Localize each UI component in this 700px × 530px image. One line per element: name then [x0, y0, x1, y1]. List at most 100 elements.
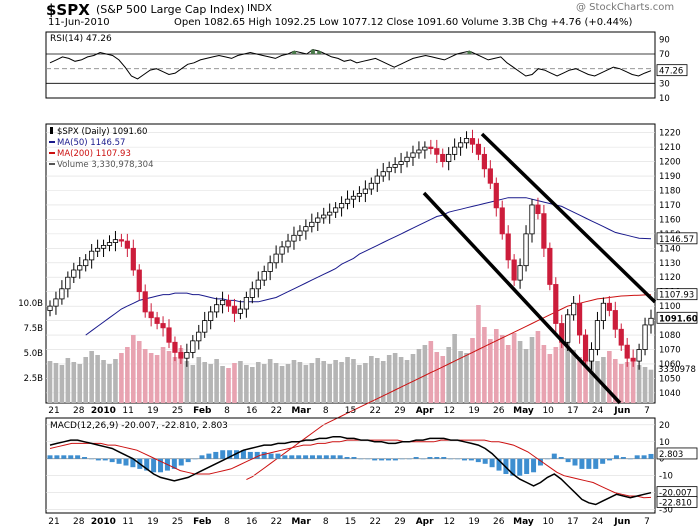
volume-bar — [267, 359, 273, 403]
candle-body — [523, 233, 529, 267]
price-x-tick-label: 8 — [323, 406, 329, 416]
macd-histogram-bar — [441, 457, 447, 459]
volume-bar — [612, 359, 618, 403]
candle-body — [452, 146, 458, 155]
volume-bar — [101, 360, 106, 403]
macd-histogram-bar — [240, 450, 246, 459]
price-tick-label: 1070 — [659, 346, 681, 356]
candle-body — [100, 245, 107, 249]
candle-body — [535, 204, 541, 215]
macd-x-tick-label: 11 — [122, 517, 133, 527]
candle-body — [327, 211, 333, 216]
candle-body — [202, 320, 208, 333]
volume-bar — [505, 345, 511, 403]
price-tick-label: 1180 — [659, 186, 681, 196]
volume-tick-label: 10.0B — [18, 299, 43, 309]
ma200-value-label: 1107.93 — [659, 291, 694, 301]
volume-bar — [202, 362, 208, 403]
price-tick-label: 1060 — [659, 360, 681, 370]
macd-histogram-bar — [296, 455, 302, 459]
volume-tick-label: 5.0B — [24, 349, 44, 359]
volume-bar — [392, 353, 398, 403]
macd-histogram-bar — [75, 455, 81, 459]
volume-bar — [351, 359, 356, 403]
macd-histogram-bar — [551, 453, 557, 459]
candle-body — [475, 143, 482, 155]
candle-body — [112, 239, 119, 243]
price-tick-label: 1100 — [659, 302, 681, 312]
macd-histogram-bar — [593, 458, 599, 469]
candle-body — [255, 279, 261, 290]
candle-body — [47, 305, 53, 311]
close-value-label-box — [656, 311, 698, 324]
ma200-value-label-box — [656, 288, 698, 301]
rsi-line — [49, 49, 652, 80]
macd-x-tick-label: Jun — [613, 517, 630, 527]
macd-x-tick-label: May — [513, 517, 534, 527]
volume-bar — [363, 363, 368, 403]
volume-bar — [541, 345, 547, 403]
candle-body — [362, 188, 368, 194]
macd-histogram-bar — [406, 458, 412, 460]
macd-tick-label: -30 — [659, 506, 673, 516]
candle-body — [594, 320, 601, 350]
candle-body — [422, 146, 428, 151]
macd-x-tick-label: 12 — [444, 517, 455, 527]
volume-bar — [113, 359, 118, 403]
volume-bar — [369, 356, 374, 403]
volume-bar — [452, 334, 457, 403]
candle-body — [374, 175, 380, 184]
candle-body — [136, 269, 142, 293]
macd-histogram-bar — [475, 458, 481, 463]
price-x-tick-label: 22 — [271, 406, 282, 416]
volume-bar — [232, 363, 237, 403]
candle-body — [273, 253, 279, 264]
macd-histogram-bar — [489, 458, 495, 468]
candle-body — [547, 247, 553, 285]
candle-body — [499, 207, 505, 235]
volume-bar — [77, 364, 83, 403]
legend-item: MA(50) 1146.57 — [57, 138, 125, 148]
candle-body — [517, 265, 523, 281]
macd-x-tick-label: 19 — [147, 517, 159, 527]
volume-bar — [618, 364, 624, 403]
macd-line — [49, 435, 652, 506]
volume-bar — [380, 361, 386, 403]
candle-body — [237, 308, 244, 314]
candle-body — [208, 311, 214, 322]
rsi-tick-label: 70 — [659, 50, 670, 60]
volume-bar — [136, 341, 142, 403]
candle-body — [481, 153, 487, 170]
macd-histogram-bar — [572, 458, 578, 466]
macd-histogram-bar — [558, 457, 564, 459]
volume-bar — [238, 361, 243, 403]
candle-body — [636, 349, 642, 362]
candle-body — [166, 327, 172, 343]
price-x-tick-label: 8 — [224, 406, 230, 416]
price-x-tick-label: 29 — [394, 406, 406, 416]
price-tick-label: 1220 — [659, 129, 681, 139]
candle-body — [178, 352, 184, 359]
price-x-tick-label: Mar — [291, 406, 311, 416]
volume-bar — [565, 333, 570, 403]
macd-histogram-bar — [427, 457, 433, 459]
volume-bar — [47, 361, 53, 403]
macd-histogram-bar — [434, 457, 440, 459]
volume-bar — [559, 342, 565, 403]
volume-bar — [226, 368, 231, 403]
volume-bar — [89, 351, 94, 403]
macd-histogram-bar — [227, 450, 233, 459]
candle-body — [291, 234, 297, 242]
candle-body — [469, 138, 476, 145]
macd-histogram-bar — [330, 455, 336, 459]
candle-body — [511, 259, 517, 281]
macd-histogram-bar — [531, 458, 537, 473]
macd-histogram-bar — [586, 458, 592, 469]
volume-bar — [446, 347, 451, 403]
macd-histogram-bar — [213, 451, 219, 459]
volume-bar — [648, 369, 654, 403]
volume-bar — [511, 333, 517, 403]
price-tick-label: 1160 — [659, 215, 681, 225]
candle-body — [214, 304, 220, 313]
trendline-lower — [422, 191, 622, 405]
